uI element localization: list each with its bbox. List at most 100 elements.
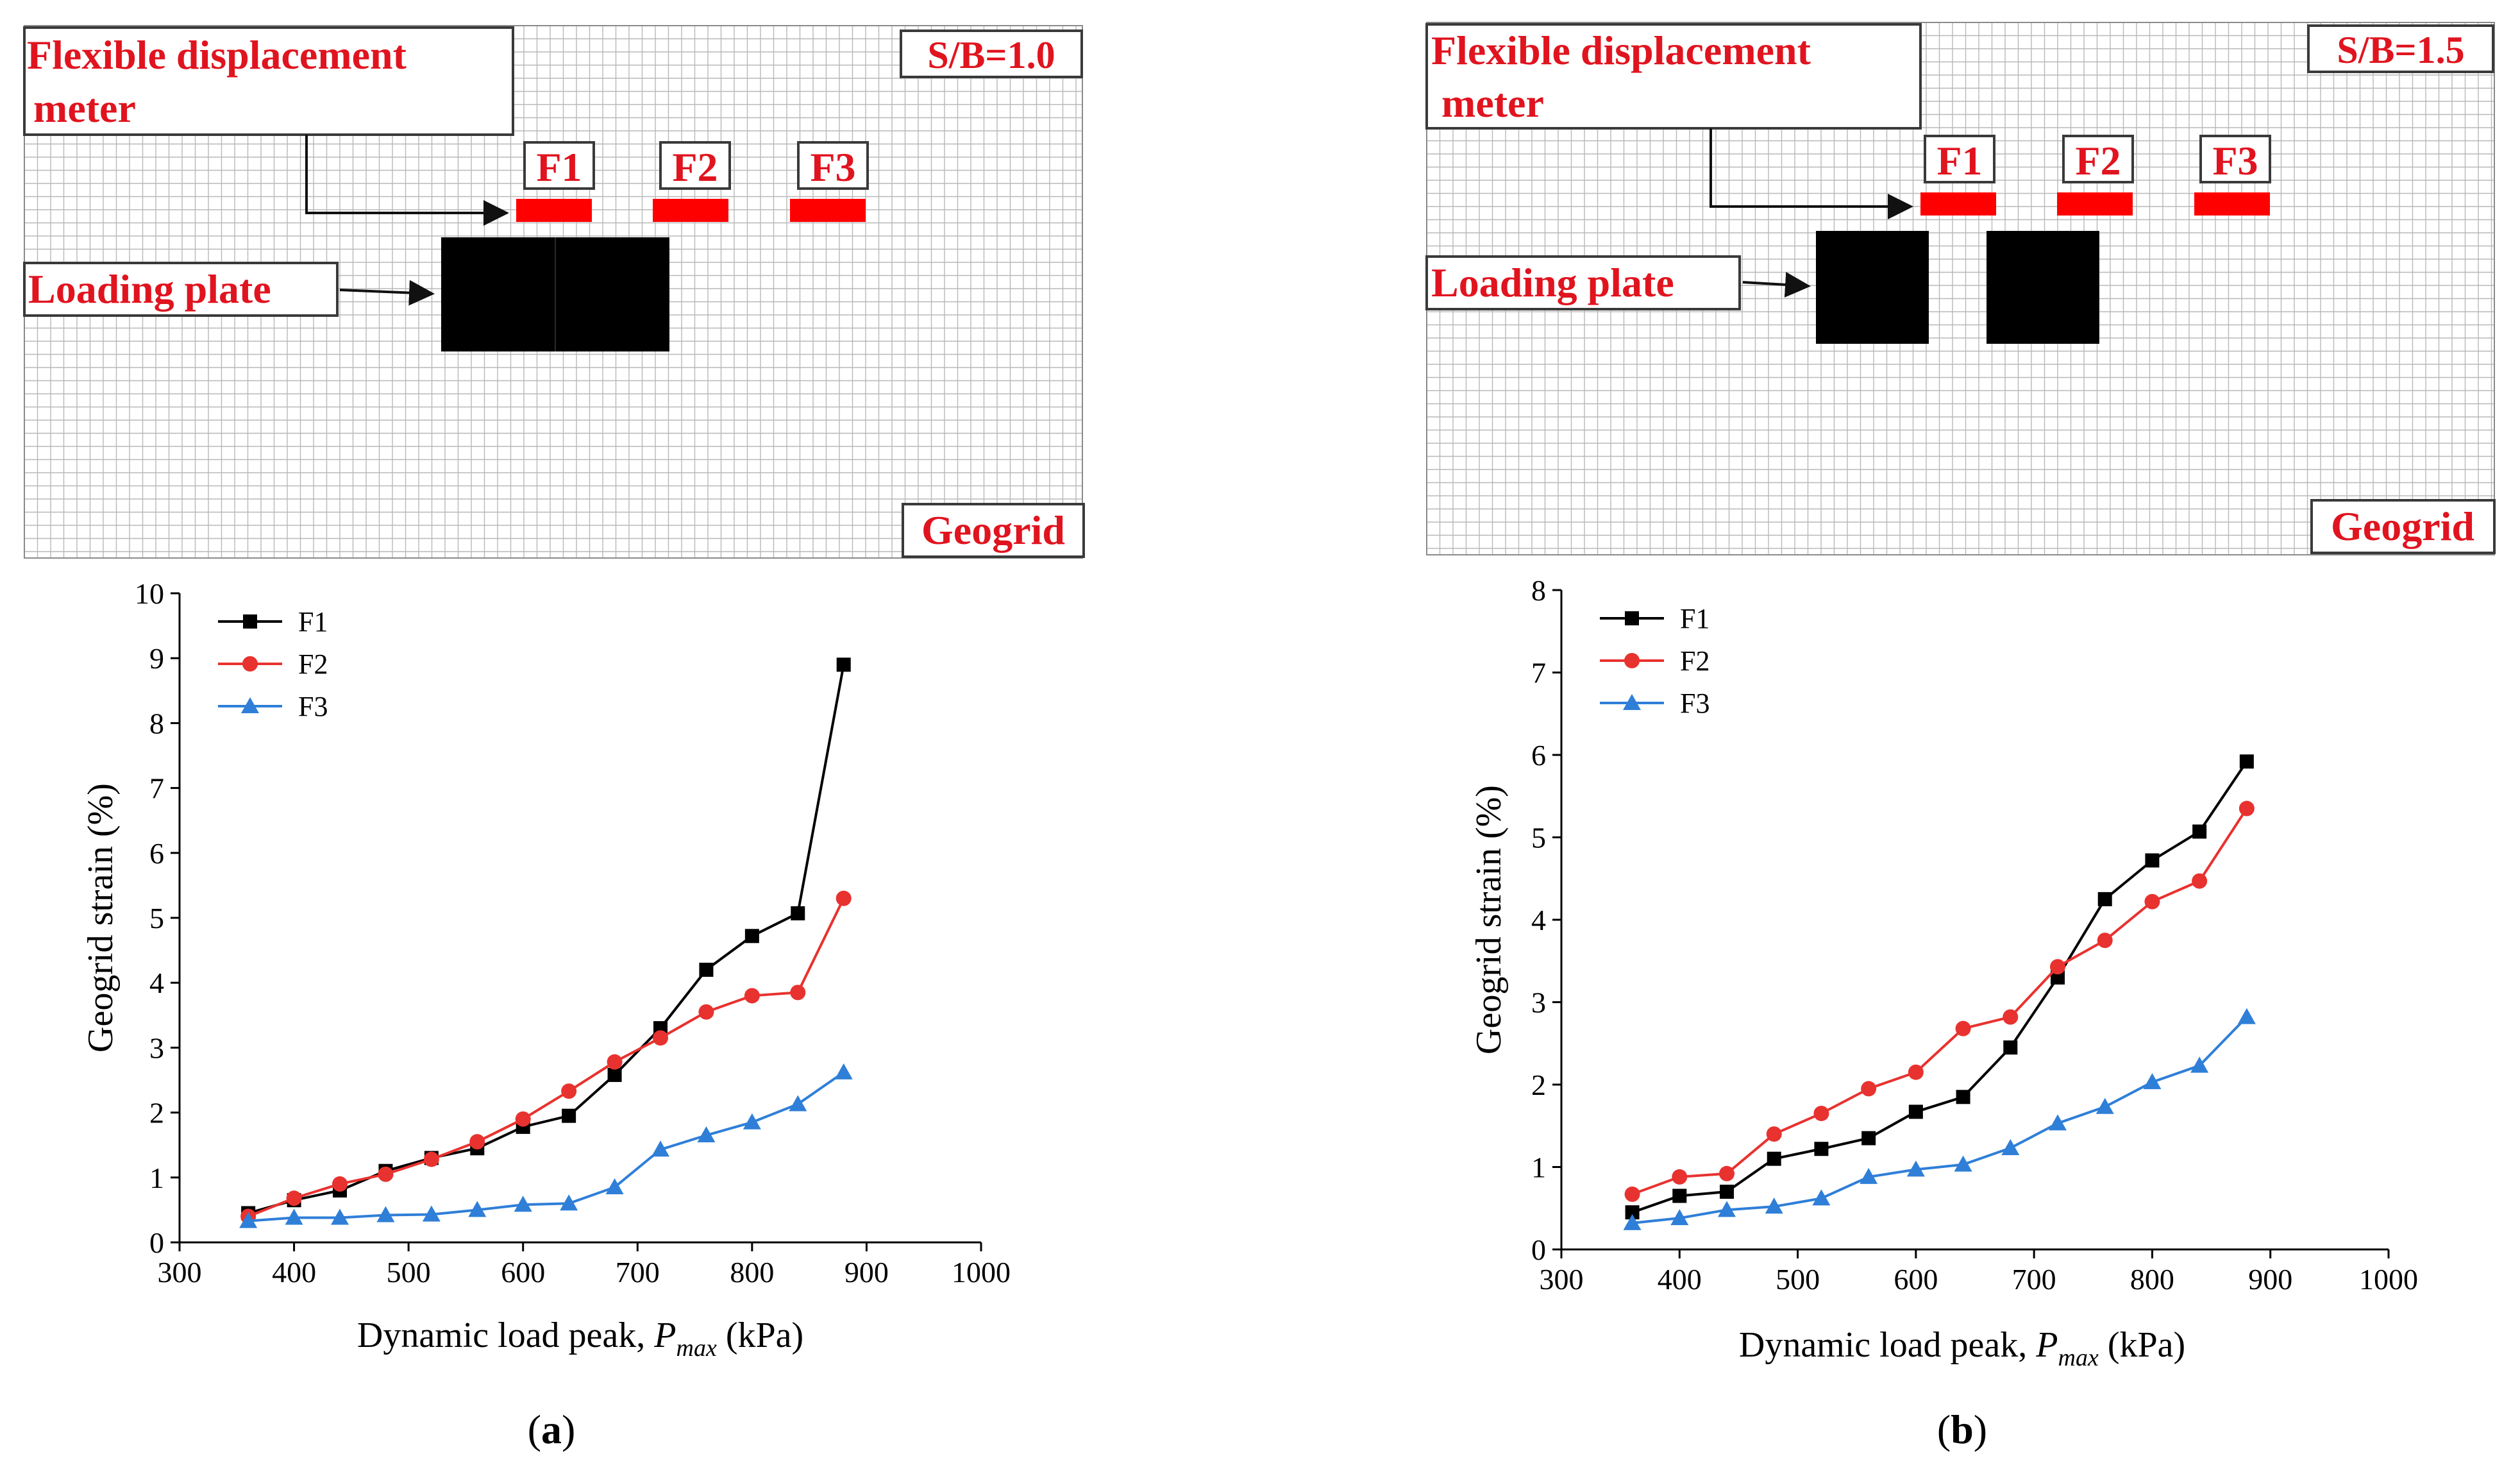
series-line-f3 xyxy=(1632,1016,2248,1224)
data-point-f3 xyxy=(331,1208,349,1225)
data-point-f1 xyxy=(1861,1131,1876,1146)
legend-label: F1 xyxy=(298,606,328,638)
legend-label: F3 xyxy=(1680,688,1709,719)
y-tick-label: 4 xyxy=(149,967,164,999)
ratio-box xyxy=(900,30,1083,78)
data-point-f2 xyxy=(1719,1165,1735,1181)
y-tick-label: 3 xyxy=(149,1031,164,1064)
data-point-f1 xyxy=(2239,754,2254,769)
geogrid-label-box xyxy=(2310,499,2496,554)
data-point-f2 xyxy=(1908,1064,1924,1080)
sensor-f2-label: F2 xyxy=(672,144,718,190)
loading-arrow xyxy=(1742,271,1811,298)
loading-plate-right xyxy=(555,237,669,351)
sensor-f1-box xyxy=(523,141,595,190)
panel-label-b: (b) xyxy=(1937,1407,1987,1452)
data-point-f3 xyxy=(1670,1209,1689,1226)
chart-a: 300 400 500 600 700 800 900 1000 0 1 2 3 4 5 6 7 8 9 10 F1… xyxy=(81,577,1011,1452)
displacement-meter-f1 xyxy=(516,199,592,222)
data-point-f1 xyxy=(2145,853,2160,868)
data-point-f1 xyxy=(1956,1090,1970,1104)
series-f3 xyxy=(1623,1008,2256,1230)
series-line-f2 xyxy=(1631,808,2248,1196)
data-point-f2 xyxy=(744,988,760,1004)
data-point-f1 xyxy=(1625,1205,1640,1220)
data-point-f1 xyxy=(1767,1151,1781,1166)
legend-marker xyxy=(1624,653,1640,668)
y-tick-label: 5 xyxy=(149,902,164,935)
x-tick-label: 500 xyxy=(387,1256,431,1289)
x-tick-label: 400 xyxy=(272,1256,316,1289)
data-point-f2 xyxy=(1813,1105,1829,1121)
data-point-f3 xyxy=(1623,1214,1642,1230)
displacement-meter-f2 xyxy=(653,199,728,222)
data-point-f1 xyxy=(1908,1104,1923,1119)
data-point-f3 xyxy=(376,1206,395,1222)
data-point-f3 xyxy=(1954,1155,1972,1172)
sensor-f1-label: F1 xyxy=(536,144,582,190)
data-point-f3 xyxy=(743,1113,761,1129)
data-point-f2 xyxy=(1955,1020,1971,1036)
geogrid-label-box xyxy=(902,503,1085,558)
y-tick-label: 10 xyxy=(135,577,164,610)
data-point-f1 xyxy=(2192,824,2207,839)
legend-marker xyxy=(1623,694,1641,710)
sensor-f1-box xyxy=(1924,135,1995,183)
displacement-meter-f3 xyxy=(2194,192,2270,216)
x-tick-label: 300 xyxy=(158,1256,202,1289)
loading-plate-label: Loading plate xyxy=(1431,260,1674,305)
data-point-f2 xyxy=(286,1190,302,1206)
data-point-f3 xyxy=(1860,1167,1878,1184)
data-point-f1 xyxy=(1672,1189,1687,1203)
y-tick-label: 7 xyxy=(149,772,164,805)
meter-arrow xyxy=(305,135,509,226)
data-point-f2 xyxy=(2050,959,2065,975)
x-tick-label: 500 xyxy=(1776,1263,1820,1296)
series-line-f3 xyxy=(248,1071,844,1222)
data-point-f1 xyxy=(2097,892,2112,906)
y-tick-label: 2 xyxy=(149,1097,164,1129)
data-point-f3 xyxy=(514,1196,532,1212)
y-axis-title: Geogrid strain (%) xyxy=(1469,785,1509,1054)
data-point-f1 xyxy=(836,657,851,672)
legend-item-f2: F2 xyxy=(218,648,328,680)
legend-item-f2: F2 xyxy=(1600,645,1709,677)
sensor-f3-label: F3 xyxy=(810,144,855,190)
data-point-f1 xyxy=(791,906,805,920)
displacement-meter-f2 xyxy=(2057,192,2133,216)
y-tick-label: 9 xyxy=(149,642,164,675)
y-tick-label: 8 xyxy=(1531,574,1546,607)
y-tick-label: 2 xyxy=(1531,1069,1546,1101)
loading-callout-box xyxy=(23,262,339,317)
data-point-f2 xyxy=(515,1111,531,1127)
sensor-f3-box xyxy=(797,141,869,190)
data-point-f1 xyxy=(1720,1185,1734,1199)
legend-item-f1: F1 xyxy=(1600,603,1709,634)
data-point-f3 xyxy=(651,1140,669,1157)
legend-marker xyxy=(241,697,259,713)
data-point-f3 xyxy=(605,1178,624,1194)
x-tick-label: 600 xyxy=(1894,1263,1938,1296)
meter-label-line2: meter xyxy=(33,85,136,131)
y-tick-label: 6 xyxy=(149,837,164,870)
data-point-f3 xyxy=(834,1063,853,1079)
y-tick-label: 1 xyxy=(149,1162,164,1194)
legend-label: F1 xyxy=(1680,603,1709,634)
data-point-f2 xyxy=(423,1151,439,1167)
x-axis-title: Dynamic load peak, Pmax (kPa) xyxy=(1739,1325,2185,1371)
ratio-label: S/B=1.5 xyxy=(2337,29,2464,71)
data-point-f3 xyxy=(1718,1201,1736,1217)
x-tick-label: 800 xyxy=(730,1256,774,1289)
legend-label: F2 xyxy=(1680,645,1709,677)
data-point-f3 xyxy=(1812,1189,1831,1206)
data-point-f3 xyxy=(2190,1056,2209,1073)
x-tick-label: 900 xyxy=(844,1256,889,1289)
meter-arrow xyxy=(1709,128,1913,219)
legend-marker xyxy=(243,614,257,629)
data-point-f1 xyxy=(2003,1040,2018,1055)
sensor-f2-box xyxy=(2062,135,2134,183)
y-tick-label: 6 xyxy=(1531,739,1546,772)
series-line-f1 xyxy=(248,664,845,1215)
data-point-f2 xyxy=(378,1166,394,1182)
diagram-a: S/B=1.0 Flexible displacement meter F1 F… xyxy=(23,25,1085,559)
